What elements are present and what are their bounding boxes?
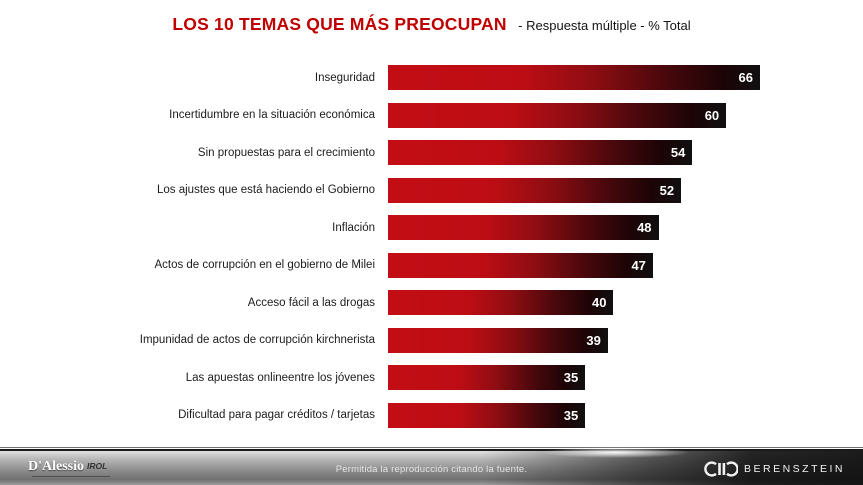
bar-value: 60 — [704, 107, 720, 123]
bar-track: 39 — [388, 327, 760, 353]
bar-row: Sin propuestas para el crecimiento 54 — [0, 134, 863, 172]
bar-track: 54 — [388, 140, 760, 166]
bar-row: Inflación 48 — [0, 209, 863, 247]
bar-chart: Inseguridad 66 Incertidumbre en la situa… — [0, 59, 863, 434]
bar-track: 66 — [388, 65, 760, 91]
bar-row: Las apuestas onlineentre los jóvenes 35 — [0, 359, 863, 397]
bar-track: 35 — [388, 402, 760, 428]
bar-track: 60 — [388, 102, 760, 128]
bar-row: Impunidad de actos de corrupción kirchne… — [0, 322, 863, 360]
irol-logo-text: IROL — [87, 461, 108, 471]
bar-value: 54 — [670, 145, 686, 161]
bar-value: 35 — [563, 370, 579, 386]
bar-row: Dificultad para pagar créditos / tarjeta… — [0, 397, 863, 435]
bar-value: 39 — [586, 332, 601, 348]
bar-label: Inflación — [332, 221, 375, 234]
bar-row: Los ajustes que está haciendo el Gobiern… — [0, 172, 863, 210]
berensztein-logo: BERENSZTEIN — [704, 461, 845, 477]
bar-track: 47 — [388, 252, 760, 278]
footer-flare-highlight — [540, 447, 690, 458]
bar: 48 — [388, 215, 659, 241]
bar-label: Acceso fácil a las drogas — [247, 296, 375, 309]
bar-value: 52 — [659, 182, 675, 198]
bar-label: Actos de corrupción en el gobierno de Mi… — [154, 259, 375, 272]
bar: 40 — [388, 290, 614, 316]
dalessio-logo: D'Alessio IROL — [28, 458, 110, 477]
bar-value: 40 — [591, 295, 607, 311]
bar-row: Incertidumbre en la situación económica … — [0, 97, 863, 135]
footer-note: Permitida la reproducción citando la fue… — [335, 464, 528, 475]
bar: 66 — [388, 65, 760, 91]
footer-top-edge — [0, 447, 863, 451]
berensztein-icon — [704, 461, 738, 477]
bar-label: Los ajustes que está haciendo el Gobiern… — [156, 184, 375, 197]
chart-title-row: LOS 10 TEMAS QUE MÁS PREOCUPAN - Respues… — [0, 14, 863, 35]
bar-value: 35 — [563, 407, 579, 423]
bar-row: Inseguridad 66 — [0, 59, 863, 97]
bar: 47 — [388, 252, 653, 278]
bar: 35 — [388, 402, 586, 428]
bar-track: 40 — [388, 290, 760, 316]
bar-label: Inseguridad — [314, 71, 375, 84]
footer-bar: D'Alessio IROL Permitida la reproducción … — [0, 447, 863, 485]
bar-track: 35 — [388, 365, 760, 391]
bar-value: 48 — [637, 220, 652, 236]
dalessio-tagline-rule — [32, 476, 110, 477]
bar: 52 — [388, 177, 682, 203]
bar-label: Dificultad para pagar créditos / tarjeta… — [178, 409, 375, 422]
bar-label: Impunidad de actos de corrupción kirchne… — [139, 334, 375, 347]
bar-label: Sin propuestas para el crecimiento — [197, 146, 375, 159]
chart-title: LOS 10 TEMAS QUE MÁS PREOCUPAN — [172, 14, 507, 34]
bar-value: 47 — [631, 257, 646, 273]
bar-track: 48 — [388, 215, 760, 241]
footer: D'Alessio IROL Permitida la reproducción … — [0, 447, 863, 485]
bar-track: 52 — [388, 177, 760, 203]
bar: 54 — [388, 140, 693, 166]
bar-label: Incertidumbre en la situación económica — [169, 109, 375, 122]
bar: 39 — [388, 327, 608, 353]
bar-label: Las apuestas onlineentre los jóvenes — [185, 371, 375, 384]
bar-value: 66 — [738, 70, 753, 86]
berensztein-logo-text: BERENSZTEIN — [743, 463, 845, 475]
dalessio-logo-text: D'Alessio — [28, 459, 84, 474]
bar: 60 — [388, 102, 727, 128]
bar-row: Acceso fácil a las drogas 40 — [0, 284, 863, 322]
bar-row: Actos de corrupción en el gobierno de Mi… — [0, 247, 863, 285]
chart-subtitle: - Respuesta múltiple - % Total — [518, 18, 691, 33]
bar: 35 — [388, 365, 586, 391]
